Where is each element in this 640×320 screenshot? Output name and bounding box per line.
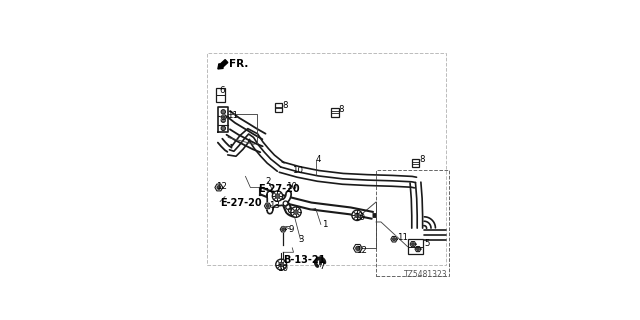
Circle shape	[221, 110, 225, 114]
Text: 12: 12	[216, 182, 227, 191]
Text: 10: 10	[292, 166, 303, 175]
Text: 8: 8	[419, 155, 425, 164]
Polygon shape	[280, 227, 286, 232]
Circle shape	[356, 246, 360, 251]
Bar	[216, 88, 225, 102]
Bar	[207, 53, 446, 265]
Polygon shape	[215, 184, 223, 191]
Text: 10: 10	[278, 264, 289, 273]
Circle shape	[279, 262, 284, 267]
Text: 8: 8	[339, 105, 344, 114]
Text: 12: 12	[356, 246, 367, 255]
Circle shape	[223, 116, 225, 119]
Bar	[408, 239, 423, 254]
Polygon shape	[264, 203, 271, 209]
Bar	[332, 108, 339, 116]
Polygon shape	[353, 244, 362, 252]
Text: 10: 10	[354, 213, 365, 222]
Text: TZ5481323: TZ5481323	[404, 270, 447, 279]
Text: E-27-20: E-27-20	[258, 184, 300, 194]
Text: E-27-20: E-27-20	[220, 198, 262, 209]
Circle shape	[412, 243, 415, 246]
Bar	[275, 103, 282, 112]
Circle shape	[282, 228, 285, 231]
Text: FR.: FR.	[229, 59, 248, 68]
Text: 10: 10	[286, 182, 297, 191]
Circle shape	[217, 186, 221, 189]
Text: 1: 1	[322, 220, 328, 229]
Circle shape	[294, 210, 298, 214]
Circle shape	[272, 191, 283, 201]
Text: 2: 2	[265, 177, 271, 186]
Text: 4: 4	[316, 155, 321, 164]
Bar	[412, 158, 419, 167]
Polygon shape	[221, 115, 227, 120]
Circle shape	[221, 118, 225, 123]
Circle shape	[275, 194, 280, 198]
Text: 8: 8	[282, 101, 287, 110]
Circle shape	[221, 126, 225, 131]
Text: 7: 7	[319, 262, 325, 271]
Polygon shape	[415, 246, 421, 252]
Polygon shape	[410, 242, 416, 247]
Text: 11: 11	[397, 234, 408, 243]
Circle shape	[352, 210, 362, 220]
Circle shape	[355, 213, 360, 218]
Circle shape	[417, 248, 419, 251]
Text: 9: 9	[289, 225, 294, 234]
Text: 11: 11	[227, 111, 238, 120]
Circle shape	[266, 204, 269, 208]
Text: 3: 3	[298, 235, 303, 244]
Polygon shape	[391, 236, 397, 242]
FancyArrow shape	[218, 60, 228, 69]
Text: 5: 5	[425, 239, 430, 248]
Circle shape	[392, 238, 396, 241]
Text: 13: 13	[269, 201, 280, 210]
Bar	[376, 170, 449, 276]
Text: B-13-21: B-13-21	[283, 255, 326, 265]
Circle shape	[276, 259, 287, 270]
Circle shape	[291, 207, 301, 217]
Text: 6: 6	[220, 86, 225, 95]
